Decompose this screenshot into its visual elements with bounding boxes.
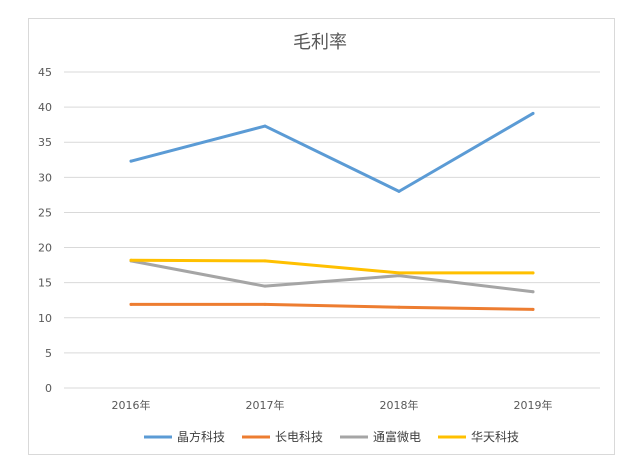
y-tick-label: 45 — [38, 66, 52, 79]
x-tick-label: 2018年 — [380, 398, 419, 412]
data-point — [531, 307, 535, 311]
data-point — [129, 258, 133, 262]
legend-label: 晶方科技 — [177, 429, 225, 444]
legend-label: 通富微电 — [373, 429, 421, 444]
x-tick-label: 2016年 — [112, 398, 151, 412]
data-point — [129, 302, 133, 306]
y-tick-label: 35 — [38, 136, 52, 149]
chart-frame — [28, 18, 615, 455]
legend-label: 长电科技 — [275, 430, 323, 444]
x-tick-label: 2019年 — [514, 398, 553, 412]
data-point — [263, 259, 267, 263]
legend-label: 华天科技 — [471, 430, 519, 444]
y-tick-label: 30 — [38, 171, 52, 184]
y-tick-label: 20 — [38, 242, 52, 255]
legend: 晶方科技 长电科技 通富微电 华天科技 — [144, 429, 519, 444]
x-tick-label: 2017年 — [246, 398, 285, 412]
y-tick-label: 0 — [45, 382, 52, 395]
series-lines — [129, 111, 535, 311]
gridlines — [64, 71, 600, 389]
y-axis-ticks: 0 5 10 15 20 25 30 35 40 45 — [38, 66, 52, 395]
data-point — [263, 284, 267, 288]
chart-title: 毛利率 — [293, 32, 347, 53]
x-axis-ticks: 2016年 2017年 2018年 2019年 — [112, 398, 553, 412]
data-point — [531, 290, 535, 294]
data-point — [263, 124, 267, 128]
series-line-2 — [129, 302, 535, 311]
y-tick-label: 10 — [38, 312, 52, 325]
y-tick-label: 40 — [38, 101, 52, 114]
y-tick-label: 5 — [45, 347, 52, 360]
data-point — [531, 111, 535, 115]
series-line-3 — [129, 259, 535, 294]
data-point — [263, 302, 267, 306]
data-point — [397, 305, 401, 309]
data-point — [397, 189, 401, 193]
series-line-4 — [129, 258, 535, 275]
series-line-1 — [129, 111, 535, 193]
data-point — [397, 271, 401, 275]
data-point — [531, 271, 535, 275]
data-point — [397, 274, 401, 278]
data-point — [129, 159, 133, 163]
y-tick-label: 15 — [38, 277, 52, 290]
y-tick-label: 25 — [38, 206, 52, 219]
